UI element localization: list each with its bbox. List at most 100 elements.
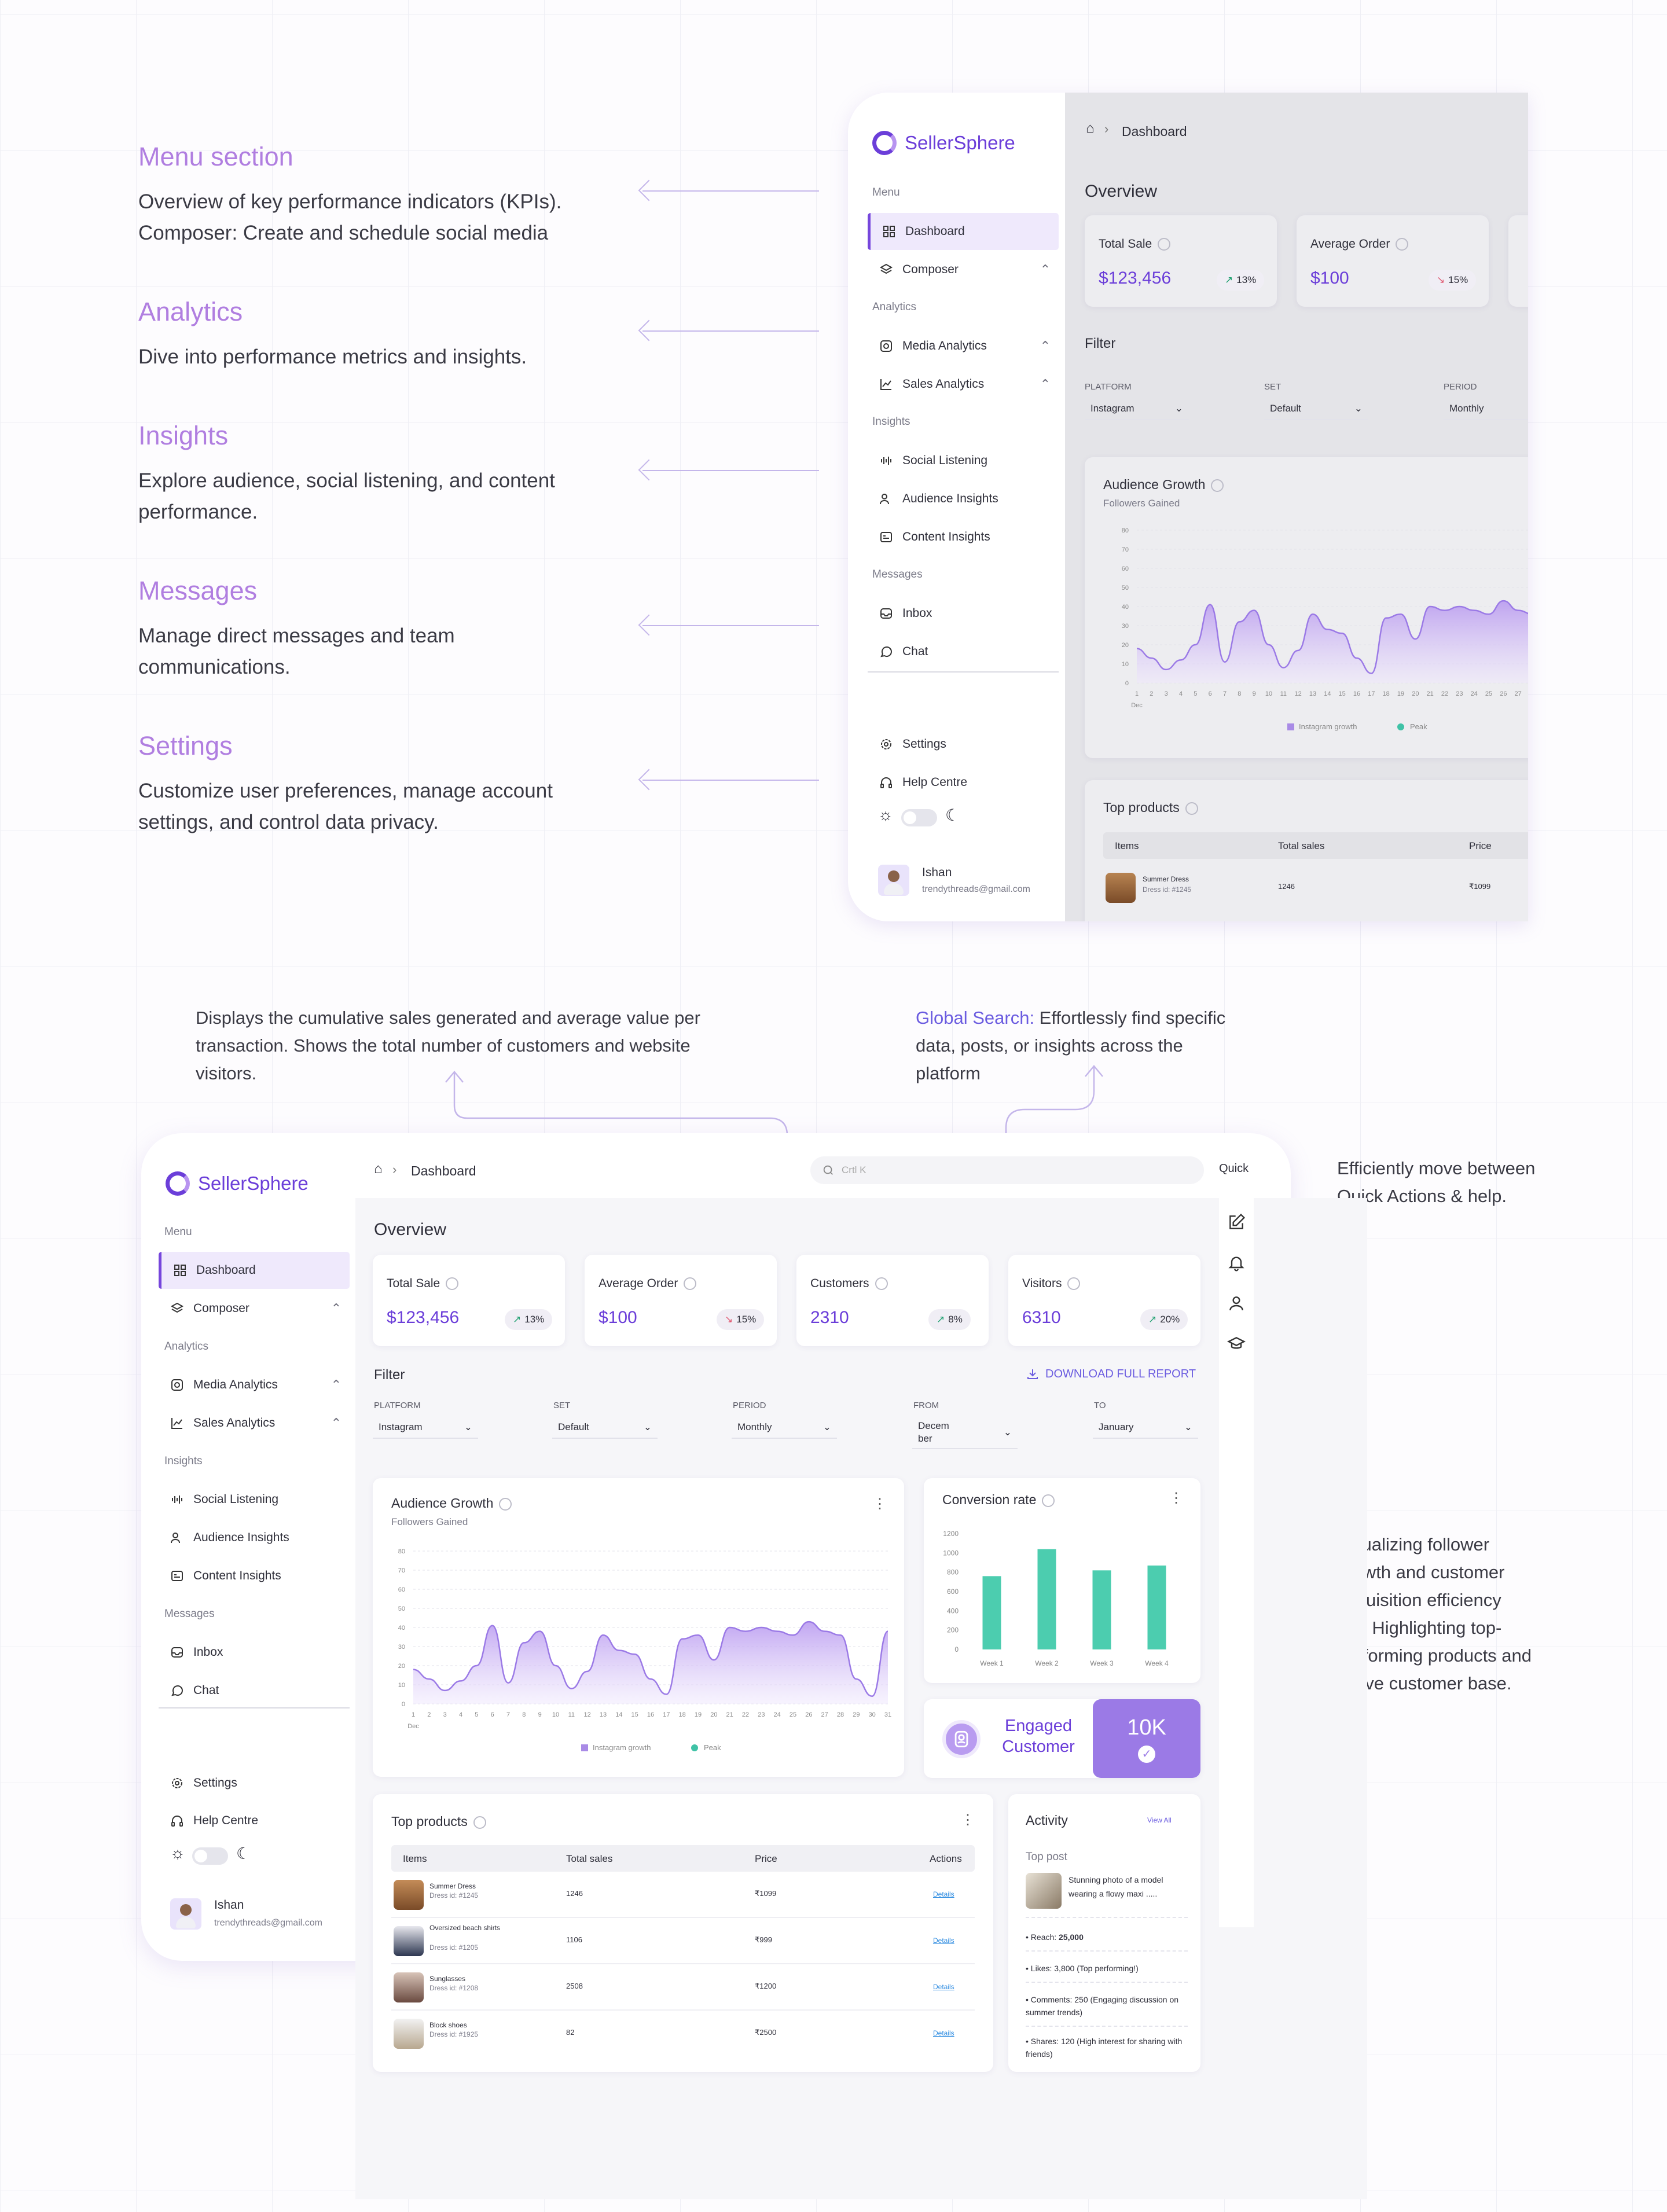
filter-label: PERIOD (1444, 382, 1477, 392)
details-link[interactable]: Details (933, 1983, 954, 1991)
kpi-card-total-sale[interactable]: Total Sale $123,456 ↗ 13% (373, 1255, 565, 1346)
conversion-rate-chart: 0 200 400 600 800 1000 1200 Week 1 Week 2 Week 3 W… (943, 1530, 1169, 1667)
x-tick-label: 8 (1238, 690, 1241, 697)
home-icon[interactable]: ⌂ (1086, 120, 1095, 136)
sidebar-item-help[interactable]: Help Centre (159, 1802, 350, 1839)
stat-item: • Comments: 250 (Engaging discussion on … (1026, 1995, 1179, 2017)
sidebar-item-settings[interactable]: Settings (159, 1765, 350, 1802)
theme-toggle[interactable] (901, 809, 937, 826)
stat-value: 120 (High interest for sharing with frie… (1026, 2037, 1183, 2059)
kpi-card-visitors[interactable]: Visitors 6310 ↗ 20% (1008, 1255, 1200, 1346)
note-cumulative: Displays the cumulative sales generated … (196, 1008, 700, 1083)
trend-up-icon: ↗ (1148, 1314, 1157, 1325)
sidebar-item-composer[interactable]: Composer ⌃ (159, 1290, 350, 1327)
product-sales: 2508 (566, 1982, 583, 1990)
chart-title: Audience Growth (1103, 477, 1206, 492)
sidebar-item-inbox[interactable]: Inbox (868, 595, 1059, 632)
sidebar-item-sales-analytics[interactable]: Sales Analytics ⌃ (868, 366, 1059, 403)
bar (1092, 1570, 1111, 1649)
bell-icon[interactable] (1227, 1254, 1246, 1272)
sidebar-item-chat[interactable]: Chat (159, 1672, 350, 1709)
sidebar-item-media-analytics[interactable]: Media Analytics ⌃ (159, 1366, 350, 1403)
kpi-card-total-sale[interactable]: Total Sale $123,456 ↗ 13% (1085, 215, 1277, 307)
set-select[interactable]: Default ⌄ (552, 1417, 658, 1439)
kpi-label: Customers (810, 1277, 869, 1290)
x-tick-sublabel: Dec (1131, 702, 1143, 709)
sidebar-item-audience-insights[interactable]: Audience Insights (159, 1519, 350, 1556)
kpi-card-average-order[interactable]: Average Order $100 ↘ 15% (585, 1255, 777, 1346)
avatar[interactable] (878, 865, 909, 896)
platform-select[interactable]: Instagram ⌄ (373, 1417, 478, 1439)
x-tick-label: 18 (1383, 690, 1390, 697)
legend-swatch-instagram-growth (581, 1744, 588, 1751)
x-tick-label: 20 (1412, 690, 1419, 697)
column-header: Total sales (1278, 840, 1325, 851)
details-link[interactable]: Details (933, 1937, 954, 1945)
kpi-value: $123,456 (1099, 269, 1172, 288)
y-tick-label: 1000 (943, 1549, 959, 1557)
badge-icon (942, 1720, 981, 1758)
sidebar-item-dashboard[interactable]: Dashboard (868, 213, 1059, 250)
graduation-cap-icon[interactable] (1227, 1335, 1246, 1353)
more-vertical-icon[interactable]: ⋮ (1169, 1490, 1183, 1506)
chat-icon (171, 1685, 183, 1696)
download-report-button[interactable]: DOWNLOAD FULL REPORT (1026, 1367, 1196, 1381)
compose-icon[interactable] (1227, 1213, 1246, 1232)
sidebar-item-content-insights[interactable]: Content Insights (159, 1557, 350, 1594)
sidebar-item-settings[interactable]: Settings (868, 726, 1059, 763)
details-link[interactable]: Details (933, 2029, 954, 2037)
set-select[interactable]: Default ⌄ (1264, 398, 1368, 420)
info-icon (1185, 802, 1198, 815)
sidebar-item-audience-insights[interactable]: Audience Insights (868, 480, 1059, 517)
app-logo[interactable]: SellerSphere (166, 1171, 309, 1196)
from-select[interactable]: Decem ber ⌄ (912, 1417, 1018, 1449)
sidebar-item-dashboard[interactable]: Dashboard (159, 1252, 350, 1289)
app-window: SellerSphere Menu Dashboard Composer ⌃ An… (141, 1133, 1367, 2199)
user-icon[interactable] (1227, 1294, 1246, 1313)
x-tick-label: 2 (1150, 690, 1153, 697)
x-tick-label: 3 (443, 1711, 447, 1718)
x-tick-label: Week 1 (980, 1659, 1004, 1667)
to-select[interactable]: January ⌄ (1093, 1417, 1198, 1439)
period-select[interactable]: Monthly (1444, 398, 1528, 420)
sidebar-item-media-analytics[interactable]: Media Analytics ⌃ (868, 328, 1059, 365)
sidebar-item-social-listening[interactable]: Social Listening (159, 1481, 350, 1518)
period-select[interactable]: Monthly ⌄ (732, 1417, 837, 1439)
kpi-change-value: 15% (1448, 274, 1468, 285)
annotation-text: Dive into performance metrics and insigh… (138, 346, 527, 368)
y-tick-label: 30 (1122, 623, 1129, 630)
x-tick-label: 26 (805, 1711, 812, 1718)
x-tick-label: 23 (1456, 690, 1463, 697)
sidebar-item-social-listening[interactable]: Social Listening (868, 442, 1059, 479)
search-input[interactable]: Crtl K (810, 1156, 1204, 1184)
avatar[interactable] (170, 1898, 201, 1930)
kpi-card-customers[interactable]: Customers 2310 ↗ 8% (796, 1255, 989, 1346)
sidebar-item-sales-analytics[interactable]: Sales Analytics ⌃ (159, 1405, 350, 1442)
info-icon (499, 1497, 512, 1511)
arrow-left-icon (642, 190, 819, 192)
more-vertical-icon[interactable]: ⋮ (873, 1496, 887, 1512)
sidebar-item-composer[interactable]: Composer ⌃ (868, 251, 1059, 288)
quick-label: Quick (1219, 1162, 1249, 1175)
sidebar-item-chat[interactable]: Chat (868, 633, 1059, 670)
platform-select[interactable]: Instagram ⌄ (1085, 398, 1189, 420)
theme-toggle[interactable] (192, 1847, 228, 1865)
more-vertical-icon[interactable]: ⋮ (961, 1812, 975, 1828)
x-tick-label: 31 (884, 1711, 891, 1718)
annotation-text: Overview of key performance indicators (… (138, 190, 562, 244)
sidebar-item-inbox[interactable]: Inbox (159, 1634, 350, 1671)
details-link[interactable]: Details (933, 1890, 954, 1898)
line-chart-icon (171, 1418, 182, 1429)
sidebar-item-help[interactable]: Help Centre (868, 764, 1059, 801)
view-all-link[interactable]: View All (1147, 1816, 1172, 1824)
y-tick-label: 10 (398, 1682, 405, 1689)
sidebar-item-content-insights[interactable]: Content Insights (868, 519, 1059, 556)
table-row: Block shoes Dress id: #1925 82 ₹2500 Det… (391, 2012, 975, 2057)
y-tick-label: 50 (1122, 585, 1129, 591)
kpi-card-average-order[interactable]: Average Order $100 ↘ 15% (1297, 215, 1489, 307)
x-tick-label: 24 (1471, 690, 1478, 697)
inbox-icon (880, 608, 892, 619)
home-icon[interactable]: ⌂ (374, 1161, 383, 1177)
kpi-label: Total Sale (387, 1277, 440, 1290)
app-logo[interactable]: SellerSphere (872, 131, 1015, 155)
